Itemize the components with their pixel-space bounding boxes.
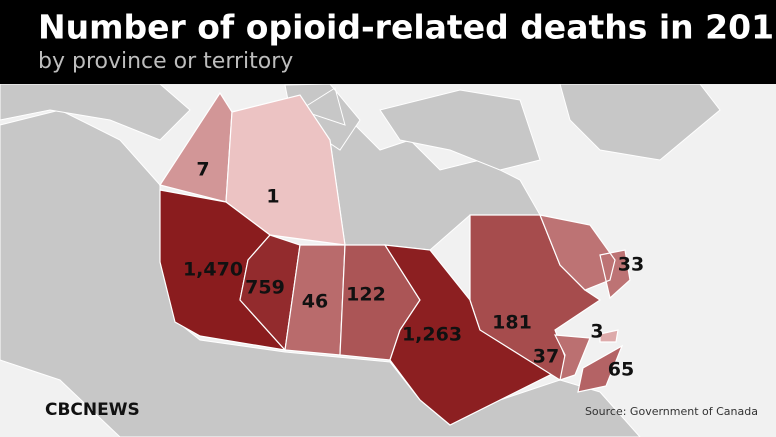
header-band: [0, 0, 776, 84]
value-label: 1,470: [183, 259, 243, 281]
value-label: 46: [302, 291, 328, 313]
value-label: 37: [533, 346, 559, 368]
value-label: 7: [196, 159, 209, 181]
value-label: 181: [492, 312, 532, 334]
value-label: 65: [608, 359, 634, 381]
value-label: 1,263: [402, 324, 462, 346]
arctic-island: [379, 89, 541, 171]
province: [539, 214, 631, 300]
alaska: [0, 83, 191, 141]
province: [577, 344, 624, 393]
provinces: [159, 91, 631, 426]
subtitle: by province or territory: [38, 49, 293, 74]
source: Source: Government of Canada: [585, 405, 758, 418]
province: [599, 329, 619, 343]
province: [239, 234, 301, 352]
value-label: 759: [245, 277, 285, 299]
value-label: 1: [266, 186, 279, 208]
province: [553, 334, 591, 381]
value-label: 3: [590, 321, 603, 343]
value-label: 122: [346, 284, 386, 306]
value-label: 33: [618, 254, 644, 276]
province: [383, 244, 562, 426]
title: Number of opioid-related deaths in 2017: [38, 8, 776, 47]
logo: CBCNEWS: [45, 400, 140, 420]
